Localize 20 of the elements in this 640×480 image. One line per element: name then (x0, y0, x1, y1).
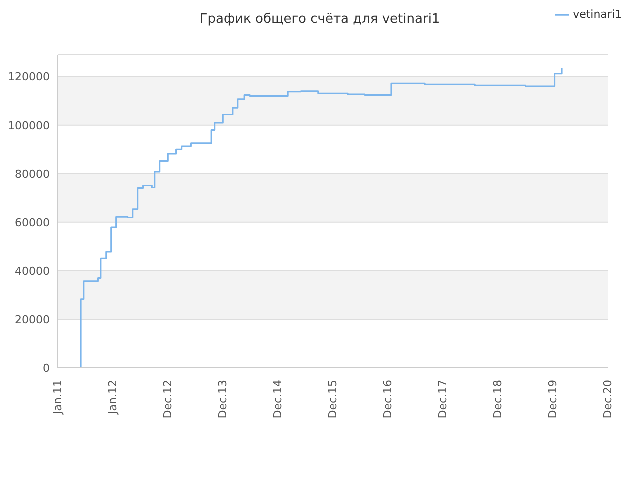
x-tick-label: Jan.11 (52, 380, 64, 416)
x-tick-label: Dec.20 (602, 380, 614, 419)
y-tick-label: 20000 (15, 313, 50, 326)
chart-title: График общего счёта для vetinari1 (200, 12, 440, 27)
y-tick-label: 40000 (15, 264, 50, 278)
y-tick-label: 100000 (8, 119, 50, 132)
x-tick-label: Dec.14 (272, 380, 284, 419)
x-tick-label: Dec.19 (546, 380, 560, 419)
x-tick-label: Dec.12 (162, 380, 174, 419)
x-tick-label: Jan.12 (106, 380, 120, 416)
x-tick-label: Dec.17 (436, 380, 450, 419)
x-tick-label: Dec.18 (492, 380, 504, 419)
y-tick-label: 80000 (15, 168, 50, 181)
x-tick-label: Dec.16 (382, 380, 394, 419)
y-tick-label: 60000 (15, 216, 50, 230)
y-tick-label: 0 (43, 362, 50, 375)
x-tick-label: Dec.15 (326, 380, 340, 419)
legend-label: vetinari1 (573, 8, 622, 22)
x-tick-label: Dec.13 (216, 380, 230, 419)
y-tick-label: 120000 (8, 70, 50, 84)
